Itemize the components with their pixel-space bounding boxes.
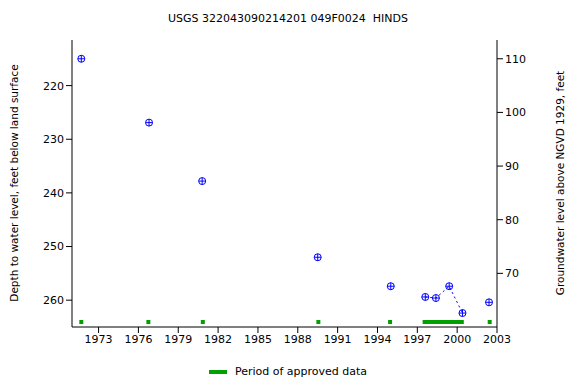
svg-text:2000: 2000 [443, 333, 471, 346]
svg-text:1988: 1988 [284, 333, 312, 346]
html-text:Groundwater level above NGVD 1: Groundwater level above NGVD 1929, feet [554, 70, 566, 296]
svg-text:90: 90 [505, 160, 519, 173]
svg-text:1979: 1979 [164, 333, 192, 346]
svg-text:1985: 1985 [244, 333, 272, 346]
svg-text:100: 100 [505, 106, 526, 119]
svg-text:230: 230 [43, 133, 64, 146]
svg-text:1982: 1982 [204, 333, 232, 346]
svg-text:250: 250 [43, 240, 64, 253]
svg-text:70: 70 [505, 267, 519, 280]
svg-text:1997: 1997 [403, 333, 431, 346]
svg-text:2003: 2003 [483, 333, 511, 346]
svg-text:1994: 1994 [363, 333, 391, 346]
html-text:Depth to water level, feet bel: Depth to water level, feet below land su… [8, 64, 20, 302]
svg-text:80: 80 [505, 214, 519, 227]
html-text:Period of approved data: Period of approved data [234, 365, 368, 378]
svg-text:1991: 1991 [324, 333, 352, 346]
svg-text:220: 220 [43, 80, 64, 93]
svg-text:110: 110 [505, 53, 526, 66]
svg-text:240: 240 [43, 187, 64, 200]
svg-text:1973: 1973 [85, 333, 113, 346]
html-text:USGS 322043090214201 049F0024: USGS 322043090214201 049F0024 HINDS [168, 12, 408, 25]
svg-text:1976: 1976 [124, 333, 152, 346]
svg-text:260: 260 [43, 294, 64, 307]
